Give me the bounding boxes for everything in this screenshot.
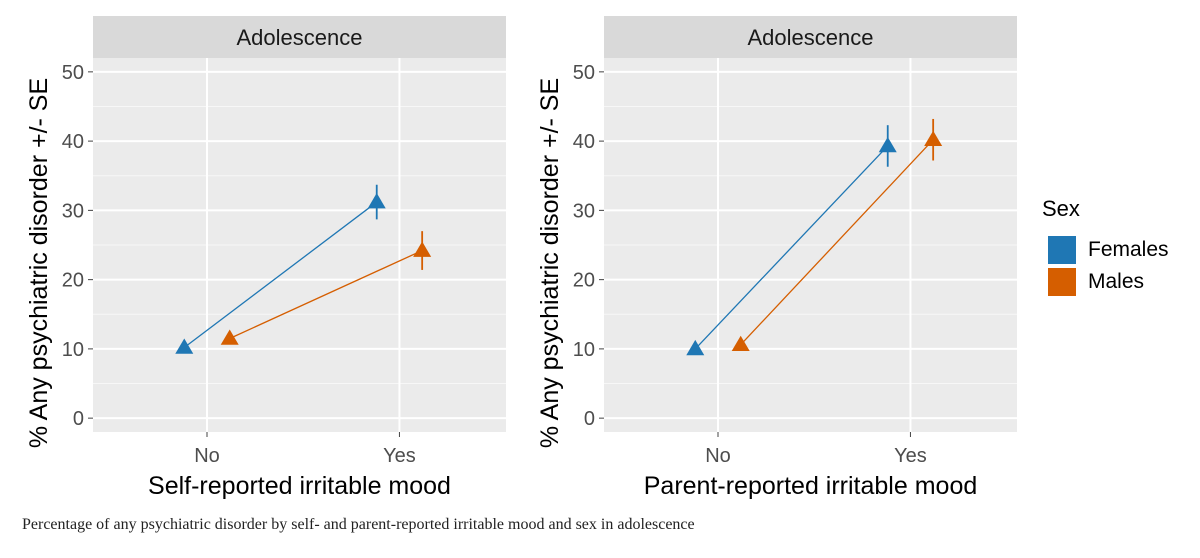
data-point-males	[924, 130, 943, 147]
x-tick-label: No	[705, 445, 731, 467]
y-tick-label: 50	[62, 62, 84, 84]
legend: Sex Females Males	[1034, 196, 1194, 306]
data-point-males	[731, 335, 750, 352]
y-tick-label: 10	[62, 339, 84, 361]
data-point-males	[220, 329, 239, 345]
legend-label-females: Females	[1088, 238, 1169, 261]
x-tick-label: No	[194, 445, 220, 467]
x-tick-label: Yes	[383, 445, 416, 467]
legend-label-males: Males	[1088, 270, 1145, 293]
data-point-females	[175, 338, 194, 354]
y-tick-label: 0	[584, 408, 595, 430]
legend-swatch-females	[1048, 236, 1076, 264]
facet-strip	[93, 16, 506, 58]
panel-1: 0 10 20 30 40 50 No Yes Adolescence Self-reported…	[25, 16, 506, 500]
legend-item-females: Females	[1048, 236, 1198, 266]
facet-title: Adolescence	[748, 25, 874, 50]
y-axis-title: % Any psychiatric disorder +/- SE	[25, 78, 53, 448]
panel-2: 0 10 20 30 40 50 No Yes Adolescence Parent-report…	[536, 16, 1017, 500]
y-tick-label: 30	[62, 200, 84, 222]
facet-title: Adolescence	[237, 25, 363, 50]
data-point-females	[367, 193, 386, 209]
data-point-females	[686, 339, 705, 356]
y-tick-label: 40	[62, 131, 84, 153]
facet-strip	[604, 16, 1017, 58]
y-axis-title: % Any psychiatric disorder +/- SE	[536, 78, 564, 448]
y-tick-label: 20	[62, 270, 84, 292]
x-tick-label: Yes	[894, 445, 927, 467]
series-line-males	[229, 249, 423, 340]
series-line-males	[740, 139, 934, 346]
x-axis-title: Parent-reported irritable mood	[644, 472, 978, 500]
y-tick-label: 30	[573, 200, 595, 222]
legend-item-males: Males	[1048, 268, 1198, 298]
y-tick-label: 0	[73, 408, 84, 430]
data-point-females	[878, 136, 897, 153]
legend-swatch-males	[1048, 268, 1076, 296]
y-tick-label: 50	[573, 62, 595, 84]
data-point-males	[413, 241, 432, 257]
figure-caption: Percentage of any psychiatric disorder b…	[22, 516, 695, 533]
series-line-females	[694, 145, 889, 350]
y-tick-label: 20	[573, 270, 595, 292]
y-tick-label: 10	[573, 339, 595, 361]
series-line-females	[183, 201, 378, 349]
y-tick-label: 40	[573, 131, 595, 153]
x-axis-title: Self-reported irritable mood	[148, 472, 451, 500]
chart-figure: 0 10 20 30 40 50 No Yes Adolescence Self-reported…	[25, 16, 1017, 500]
legend-title: Sex	[1042, 196, 1080, 221]
